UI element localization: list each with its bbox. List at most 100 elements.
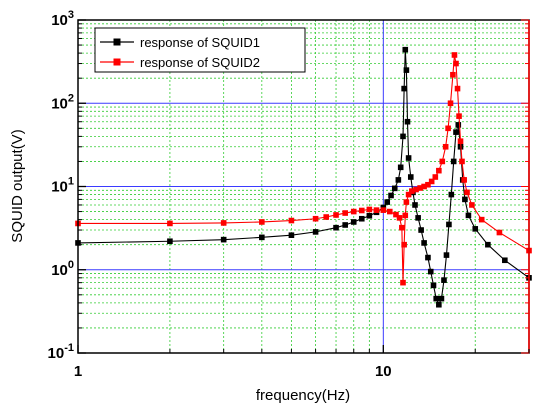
data-point	[312, 215, 319, 222]
legend-entry-squid2: response of SQUID2	[100, 55, 260, 70]
data-point	[438, 295, 445, 302]
data-point	[342, 210, 348, 216]
data-point	[446, 221, 452, 228]
y-tick-label: 10-1	[48, 342, 74, 362]
data-point	[461, 177, 467, 183]
data-point	[502, 257, 508, 264]
y-tick-label: 103	[51, 9, 74, 29]
y-tick-label: 100	[51, 259, 74, 279]
data-point	[425, 254, 431, 261]
data-point	[333, 224, 339, 231]
data-point	[393, 211, 399, 218]
data-point	[386, 208, 393, 215]
tick-marks	[77, 19, 530, 354]
x-tick-labels: 1 10	[74, 363, 392, 380]
data-point	[485, 241, 491, 248]
data-point	[391, 185, 398, 192]
data-point	[350, 219, 357, 225]
data-point	[427, 268, 434, 275]
data-point	[432, 174, 439, 180]
data-point	[472, 226, 479, 232]
data-point	[402, 212, 409, 219]
data-point	[366, 212, 373, 219]
data-point	[407, 174, 414, 180]
data-point	[259, 219, 265, 225]
y-tick-label: 102	[51, 92, 74, 112]
data-point	[430, 282, 437, 289]
data-point	[288, 232, 295, 239]
y-tick-labels: 10-1 100 101 102 103	[48, 9, 74, 362]
data-point	[167, 220, 173, 227]
data-point	[478, 216, 485, 223]
data-point	[456, 113, 462, 119]
data-point	[450, 158, 457, 165]
data-point	[450, 71, 456, 78]
data-point	[312, 229, 319, 235]
data-point	[453, 60, 459, 67]
data-point	[400, 133, 406, 140]
data-point	[428, 178, 435, 185]
data-point	[413, 186, 419, 193]
legend-label-squid1: response of SQUID1	[140, 35, 260, 50]
data-point	[425, 181, 431, 188]
data-point	[405, 191, 412, 198]
data-point	[395, 177, 402, 183]
data-point	[454, 85, 461, 92]
data-point	[457, 138, 464, 145]
data-point	[399, 224, 405, 231]
x-axis-label: frequency(Hz)	[256, 387, 350, 404]
data-point	[496, 229, 503, 236]
data-point	[358, 215, 365, 222]
data-point	[401, 241, 407, 248]
data-point	[469, 202, 475, 208]
data-point	[396, 215, 403, 221]
data-point	[415, 215, 421, 221]
data-point	[259, 234, 265, 241]
data-point	[403, 199, 410, 205]
data-point	[465, 212, 472, 219]
data-point	[288, 217, 295, 224]
data-point	[418, 227, 424, 233]
data-point	[358, 207, 365, 214]
data-point	[403, 67, 410, 73]
data-point	[459, 158, 465, 165]
data-point	[404, 118, 411, 125]
legend-marker-squid1	[113, 38, 121, 46]
data-point	[350, 208, 357, 215]
data-point	[342, 222, 348, 228]
data-point	[447, 100, 454, 107]
data-point	[397, 164, 404, 171]
data-point	[448, 191, 455, 198]
data-point	[323, 214, 330, 220]
data-point	[366, 206, 373, 213]
legend-entry-squid1: response of SQUID1	[100, 35, 260, 50]
data-point	[220, 220, 227, 226]
data-point	[436, 167, 442, 174]
data-point	[421, 183, 427, 190]
y-axis-label: SQUID output(V)	[9, 129, 26, 242]
data-point	[445, 125, 451, 132]
data-point	[380, 207, 387, 213]
data-point	[402, 46, 409, 53]
data-point	[421, 240, 427, 246]
data-point	[443, 252, 450, 258]
data-point	[464, 189, 470, 196]
right-axis	[521, 19, 530, 354]
data-point	[439, 158, 446, 165]
legend-box	[94, 27, 306, 73]
data-point	[388, 192, 394, 199]
data-point	[333, 212, 339, 218]
data-point	[441, 277, 447, 283]
major-grid	[78, 20, 529, 353]
data-point	[167, 238, 173, 245]
legend: response of SQUID1 response of SQUID2	[94, 27, 306, 73]
data-point	[451, 52, 458, 58]
data-point	[453, 129, 459, 135]
series-2	[75, 52, 532, 286]
data-point	[412, 202, 418, 208]
data-point	[373, 207, 380, 213]
data-point	[417, 185, 423, 191]
data-point	[384, 199, 391, 205]
data-point	[462, 196, 468, 203]
